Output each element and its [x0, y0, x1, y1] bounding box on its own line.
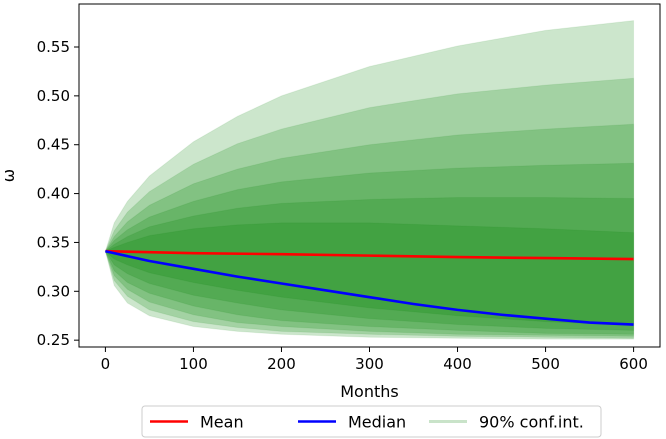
x-tick-label: 500: [531, 355, 560, 373]
y-tick-label: 0.45: [37, 136, 70, 154]
x-tick-label: 100: [179, 355, 208, 373]
confidence-band-4: [104, 162, 635, 335]
x-axis-label: Months: [340, 382, 398, 401]
confidence-band-3: [104, 123, 635, 337]
mean-line: [105, 249, 634, 261]
x-tick-label: 400: [443, 355, 472, 373]
confidence-band-2: [104, 77, 635, 339]
x-tick-label: 0: [101, 355, 111, 373]
y-tick-label: 0.50: [37, 87, 70, 105]
y-tick-label: 0.35: [37, 233, 70, 251]
legend-label-2: Median: [348, 413, 406, 432]
y-tick-label: 0.25: [37, 331, 70, 349]
confidence-band-1: [104, 20, 635, 340]
y-tick-label: 0.40: [37, 185, 70, 203]
x-axis: 0 100 200 300 400 500 600: [101, 347, 648, 373]
y-tick-label: 0.55: [37, 38, 70, 56]
y-tick-label: 0.30: [37, 282, 70, 300]
legend: Mean Median 90% conf.int.: [141, 405, 602, 438]
confidence-band-5: [104, 196, 635, 331]
median-line: [105, 249, 634, 326]
legend-label-3: 90% conf.int.: [479, 413, 584, 432]
legend-label-1: Mean: [200, 413, 244, 432]
y-axis: 0.25 0.30 0.35 0.40 0.45 0.50 0.55: [37, 38, 79, 349]
x-tick-label: 600: [619, 355, 648, 373]
confidence-bands: [104, 20, 635, 340]
series-lines: [105, 249, 634, 326]
y-axis-label: ω: [0, 169, 18, 182]
x-tick-label: 300: [355, 355, 384, 373]
confidence-band-6: [104, 222, 635, 327]
legend-box: [141, 405, 602, 438]
x-tick-label: 200: [267, 355, 296, 373]
